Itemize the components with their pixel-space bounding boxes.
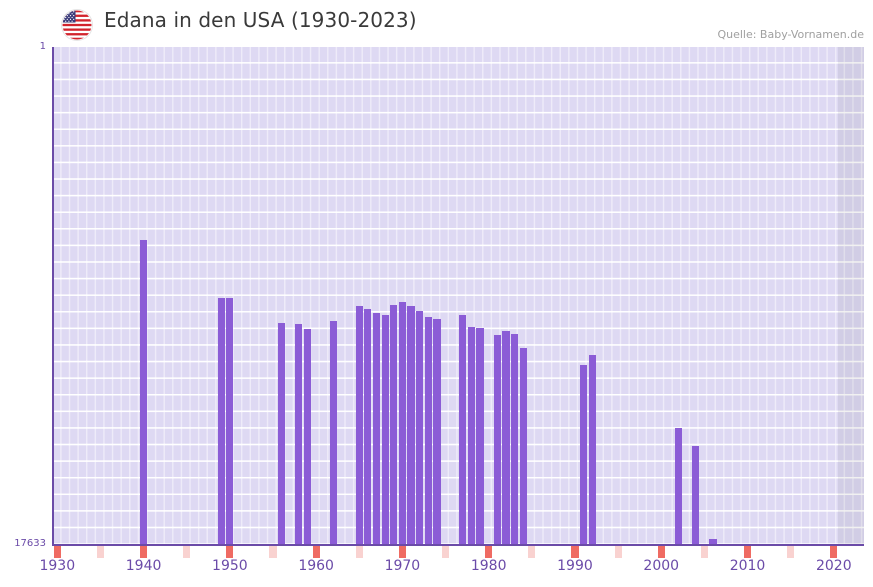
x-axis-marker-2010	[743, 546, 752, 558]
x-axis-line	[52, 544, 864, 546]
bar[interactable]	[692, 445, 700, 545]
x-axis-marker-1975	[441, 546, 450, 558]
x-axis-marker-1970	[398, 546, 406, 558]
x-axis-marker-1945	[183, 546, 191, 558]
x-axis-tick-1990: 1990	[557, 558, 593, 574]
x-axis-marker-1940	[139, 546, 148, 558]
bar[interactable]	[433, 319, 441, 545]
bar[interactable]	[217, 298, 225, 545]
bar[interactable]	[295, 324, 303, 545]
x-axis-marker-1985	[528, 546, 536, 558]
bar[interactable]	[278, 322, 286, 545]
x-axis-marker-1960	[312, 546, 320, 558]
y-axis-tick-bottom: 17633	[14, 538, 46, 549]
bar[interactable]	[467, 326, 476, 545]
x-axis-tick-1960: 1960	[298, 558, 334, 574]
chart-header: Edana in den USA (1930-2023) Quelle: Bab…	[0, 0, 873, 47]
x-axis-marker-2005	[700, 546, 708, 558]
x-axis-marker-1990	[571, 546, 579, 558]
us-flag-icon	[62, 10, 92, 40]
bar[interactable]	[580, 365, 588, 545]
bar[interactable]	[226, 297, 234, 545]
bar[interactable]	[510, 333, 519, 545]
x-axis-marker-1995	[614, 546, 622, 558]
x-axis-tick-1930: 1930	[39, 558, 76, 574]
x-axis-marker-2015	[787, 546, 795, 558]
x-axis-tick-1980: 1980	[470, 558, 507, 574]
bar[interactable]	[329, 321, 337, 545]
x-axis-tick-2020: 2020	[815, 558, 852, 574]
bar[interactable]	[364, 309, 372, 545]
bar[interactable]	[519, 347, 527, 545]
bar[interactable]	[390, 304, 398, 545]
x-axis-tick-1940: 1940	[125, 558, 162, 574]
bar[interactable]	[381, 314, 389, 545]
bar[interactable]	[674, 427, 683, 545]
x-axis-tick-2010: 2010	[729, 558, 766, 574]
y-axis-line	[52, 47, 54, 546]
x-axis-marker-1955	[269, 546, 277, 558]
bar[interactable]	[303, 329, 312, 545]
chart-title: Edana in den USA (1930-2023)	[104, 8, 417, 32]
x-axis-marker-1935	[96, 546, 105, 558]
bar[interactable]	[139, 240, 148, 545]
x-axis-tick-1950: 1950	[212, 558, 248, 574]
bar[interactable]	[588, 355, 596, 545]
bar[interactable]	[372, 313, 381, 545]
bar[interactable]	[424, 317, 432, 545]
bar[interactable]	[493, 335, 501, 545]
bar[interactable]	[355, 305, 363, 545]
bar[interactable]	[476, 328, 484, 545]
x-axis-marker-2020	[830, 546, 838, 558]
x-axis-tick-2000: 2000	[643, 558, 680, 574]
bar[interactable]	[459, 314, 467, 545]
x-axis-marker-1965	[355, 546, 363, 558]
plot-area	[53, 47, 864, 545]
x-axis-marker-2000	[657, 546, 665, 558]
x-axis-tick-1970: 1970	[384, 558, 421, 574]
x-axis-marker-1930	[53, 546, 61, 558]
x-axis-marker-1950	[226, 546, 234, 558]
bar[interactable]	[416, 310, 424, 545]
x-axis-marker-1980	[485, 546, 493, 558]
bar[interactable]	[398, 302, 406, 545]
y-axis-title: Platz	[0, 258, 1, 280]
bar[interactable]	[709, 538, 717, 545]
bar[interactable]	[407, 306, 415, 545]
y-axis-tick-top: 1	[39, 41, 46, 52]
bar[interactable]	[502, 331, 510, 545]
bar-series	[53, 47, 864, 545]
grid-row-lines	[53, 47, 864, 545]
source-attribution: Quelle: Baby-Vornamen.de	[717, 28, 864, 41]
